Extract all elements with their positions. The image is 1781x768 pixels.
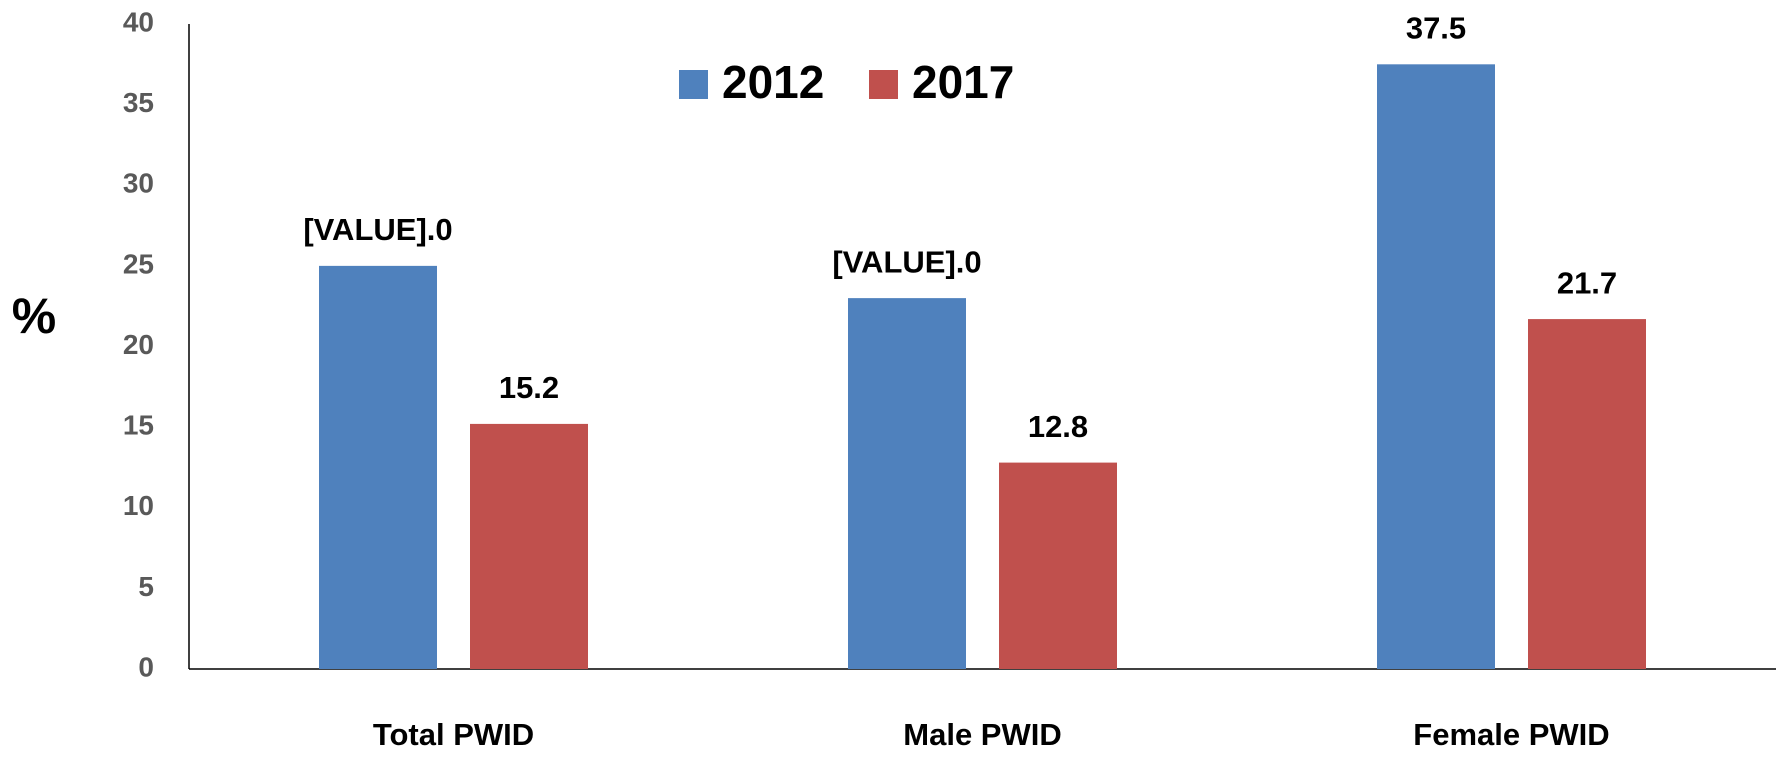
y-tick-label: 30 <box>123 168 154 199</box>
legend-label: 2012 <box>722 56 824 108</box>
y-tick-label: 5 <box>138 571 154 602</box>
x-tick-label: Female PWID <box>1413 717 1609 752</box>
y-tick-label: 40 <box>123 6 154 37</box>
y-tick-label: 20 <box>123 329 154 360</box>
x-tick-label: Total PWID <box>373 717 534 752</box>
bar <box>470 423 588 669</box>
value-label: [VALUE].0 <box>303 212 452 247</box>
value-label: 21.7 <box>1557 265 1617 300</box>
y-axis-title: % <box>12 288 56 344</box>
y-tick-label: 25 <box>123 248 154 279</box>
value-label: 12.8 <box>1028 409 1088 444</box>
value-label: [VALUE].0 <box>832 244 981 279</box>
legend-swatch <box>679 70 708 99</box>
bar <box>848 298 966 669</box>
legend-swatch <box>869 70 898 99</box>
bar <box>1377 64 1495 669</box>
bar <box>1528 319 1646 669</box>
y-tick-label: 35 <box>123 87 154 118</box>
y-tick-label: 0 <box>138 651 154 682</box>
bar <box>319 265 437 669</box>
y-tick-label: 10 <box>123 490 154 521</box>
y-tick-label: 15 <box>123 410 154 441</box>
value-label: 37.5 <box>1406 11 1466 46</box>
x-tick-label: Male PWID <box>903 717 1061 752</box>
legend-label: 2017 <box>912 56 1014 108</box>
bar <box>999 462 1117 669</box>
value-label: 15.2 <box>499 370 559 405</box>
